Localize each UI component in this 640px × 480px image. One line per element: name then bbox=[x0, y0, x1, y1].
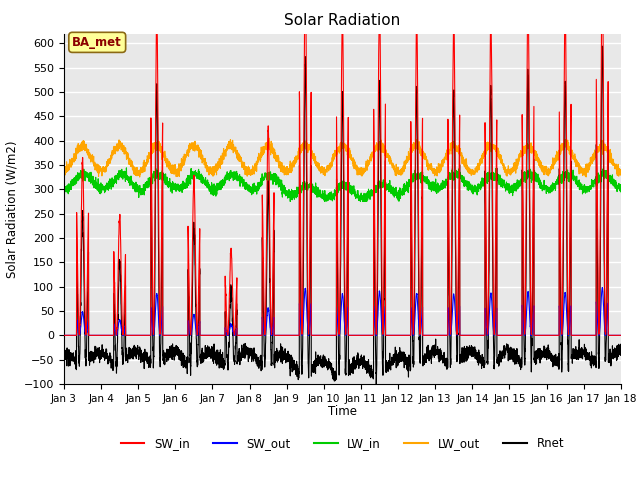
Y-axis label: Solar Radiation (W/m2): Solar Radiation (W/m2) bbox=[5, 140, 19, 277]
Legend: SW_in, SW_out, LW_in, LW_out, Rnet: SW_in, SW_out, LW_in, LW_out, Rnet bbox=[116, 433, 569, 455]
X-axis label: Time: Time bbox=[328, 405, 357, 418]
Text: BA_met: BA_met bbox=[72, 36, 122, 49]
Title: Solar Radiation: Solar Radiation bbox=[284, 13, 401, 28]
